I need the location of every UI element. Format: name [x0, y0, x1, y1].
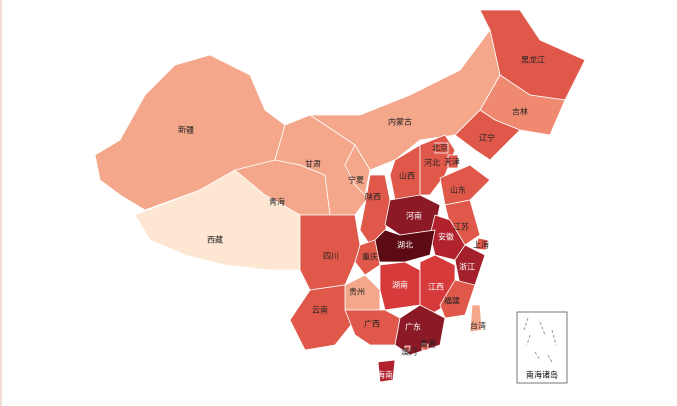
province-label: 辽宁 [479, 133, 495, 143]
province[interactable] [469, 304, 483, 333]
province-label: 天津 [444, 157, 460, 167]
province-label: 浙江 [459, 262, 475, 272]
province-label: 湖北 [397, 241, 413, 250]
province[interactable] [299, 214, 361, 291]
province-label: 上海 [473, 240, 489, 250]
province-label: 海南 [377, 370, 393, 380]
province-label: 吉林 [512, 107, 528, 117]
province-label: 宁夏 [348, 175, 364, 185]
province[interactable] [377, 359, 396, 383]
province-label: 江苏 [453, 222, 469, 232]
province-label: 澳门 [401, 347, 417, 357]
province-label: 广西 [364, 319, 380, 329]
province-label: 江西 [428, 283, 444, 292]
province-label: 北京 [432, 143, 448, 153]
province[interactable] [439, 164, 491, 206]
province-label: 台湾 [470, 321, 486, 331]
province-label: 重庆 [362, 252, 378, 262]
inset-lines [523, 317, 557, 363]
inset-label: 南海诸岛 [526, 370, 558, 380]
province-label: 西藏 [207, 235, 223, 245]
province-label: 山西 [399, 171, 415, 181]
province-label: 湖南 [392, 280, 408, 290]
province[interactable] [404, 345, 411, 352]
province-label: 云南 [312, 305, 328, 315]
province[interactable] [394, 304, 446, 356]
province-label: 香港 [420, 339, 436, 349]
province-label: 福建 [444, 296, 460, 306]
province-label: 黑龙江 [521, 55, 545, 65]
province[interactable] [421, 343, 429, 351]
province-label: 河南 [406, 211, 422, 221]
province[interactable] [344, 144, 371, 196]
province-label: 甘肃 [305, 159, 321, 169]
inset: 南海诸岛 [516, 311, 568, 384]
inset-box [516, 311, 568, 384]
province-label: 陕西 [365, 192, 381, 202]
province-label: 内蒙古 [388, 117, 412, 127]
province[interactable] [439, 279, 476, 319]
province[interactable] [475, 237, 489, 251]
province[interactable] [434, 142, 449, 154]
province-label: 山东 [450, 185, 466, 195]
province[interactable] [369, 229, 436, 263]
province-label: 广东 [405, 322, 421, 332]
province-label: 四川 [323, 252, 339, 261]
province-label: 安徽 [438, 232, 454, 242]
province-label: 贵州 [349, 287, 365, 297]
province[interactable] [289, 284, 356, 351]
province-label: 青海 [269, 197, 285, 207]
province-label: 新疆 [178, 125, 194, 135]
province-label: 河北 [424, 158, 440, 168]
province[interactable] [447, 154, 459, 169]
